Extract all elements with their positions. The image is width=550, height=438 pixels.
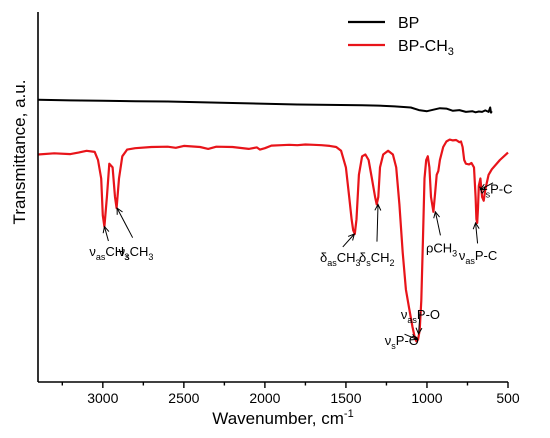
annotation-label-2: δasCH3 bbox=[320, 250, 361, 268]
annotation-label-3: δsCH2 bbox=[359, 250, 395, 268]
annotation-label-7: νasP-O bbox=[401, 307, 440, 325]
axes-layer: 3000 2500 2000 1500 1000 500 Wavenumber, cm-1 T… bbox=[10, 12, 520, 428]
annotation-label-1: νsCH3 bbox=[119, 244, 154, 262]
annotation-label-5: νasP-C bbox=[459, 248, 497, 266]
x-tick-label-4: 1000 bbox=[411, 390, 442, 406]
x-tick-label-5: 500 bbox=[496, 390, 520, 406]
x-tick-label-0: 3000 bbox=[87, 390, 118, 406]
x-tick-label-3: 1500 bbox=[330, 390, 361, 406]
annotation-arrowhead-6 bbox=[479, 183, 488, 191]
annotation-arrowhead-2 bbox=[347, 233, 356, 241]
series-line-1 bbox=[37, 138, 509, 343]
annotation-arrowhead-5 bbox=[472, 221, 480, 230]
annotation-0: νasCH3 bbox=[89, 225, 129, 262]
annotation-5: νasP-C bbox=[459, 221, 497, 266]
x-axis-title-sup: -1 bbox=[344, 408, 354, 420]
annotation-arrow-2 bbox=[342, 233, 355, 248]
legend: BP BP-CH3 bbox=[348, 15, 454, 58]
annotation-label-8: νsP-O bbox=[385, 333, 419, 351]
series-layer bbox=[37, 98, 509, 343]
annotation-arrow-4 bbox=[434, 211, 441, 236]
annotation-arrow-5 bbox=[475, 222, 479, 244]
annotation-arrow-8 bbox=[404, 333, 418, 340]
annotation-arrowhead-0 bbox=[102, 225, 110, 234]
annotation-3: δsCH2 bbox=[359, 203, 395, 268]
x-tick-label-2: 2000 bbox=[249, 390, 280, 406]
x-axis-title-text: Wavenumber, cm bbox=[212, 409, 344, 428]
annotation-7: νasP-O bbox=[401, 307, 440, 336]
annotation-arrow-6 bbox=[480, 182, 494, 191]
annotation-label-4: ρCH3 bbox=[426, 241, 457, 259]
annotation-arrowhead-8 bbox=[410, 334, 418, 341]
annotation-1: νsCH3 bbox=[116, 207, 154, 262]
annotation-arrow-0 bbox=[103, 226, 109, 242]
legend-label-0: BP bbox=[398, 15, 419, 32]
annotation-6: νsP-C bbox=[479, 181, 512, 199]
annotation-arrow-3 bbox=[376, 204, 379, 242]
legend-label-1: BP-CH3 bbox=[398, 38, 454, 58]
annotation-label-0: νasCH3 bbox=[89, 244, 129, 262]
series-line-0 bbox=[37, 98, 493, 114]
x-axis-title: Wavenumber, cm-1 bbox=[212, 408, 353, 428]
annotation-arrow-1 bbox=[116, 207, 134, 238]
annotation-arrowhead-1 bbox=[116, 207, 123, 215]
annotation-8: νsP-O bbox=[385, 333, 419, 351]
annotation-arrowhead-4 bbox=[433, 210, 440, 219]
y-axis-title: Transmittance, a.u. bbox=[10, 80, 29, 225]
annotation-4: ρCH3 bbox=[426, 210, 457, 259]
annotation-arrow-7 bbox=[418, 311, 421, 334]
annotation-arrowhead-3 bbox=[374, 203, 382, 211]
annotation-2: δasCH3 bbox=[320, 233, 361, 268]
annotation-arrowhead-7 bbox=[415, 327, 423, 336]
x-tick-label-1: 2500 bbox=[168, 390, 199, 406]
